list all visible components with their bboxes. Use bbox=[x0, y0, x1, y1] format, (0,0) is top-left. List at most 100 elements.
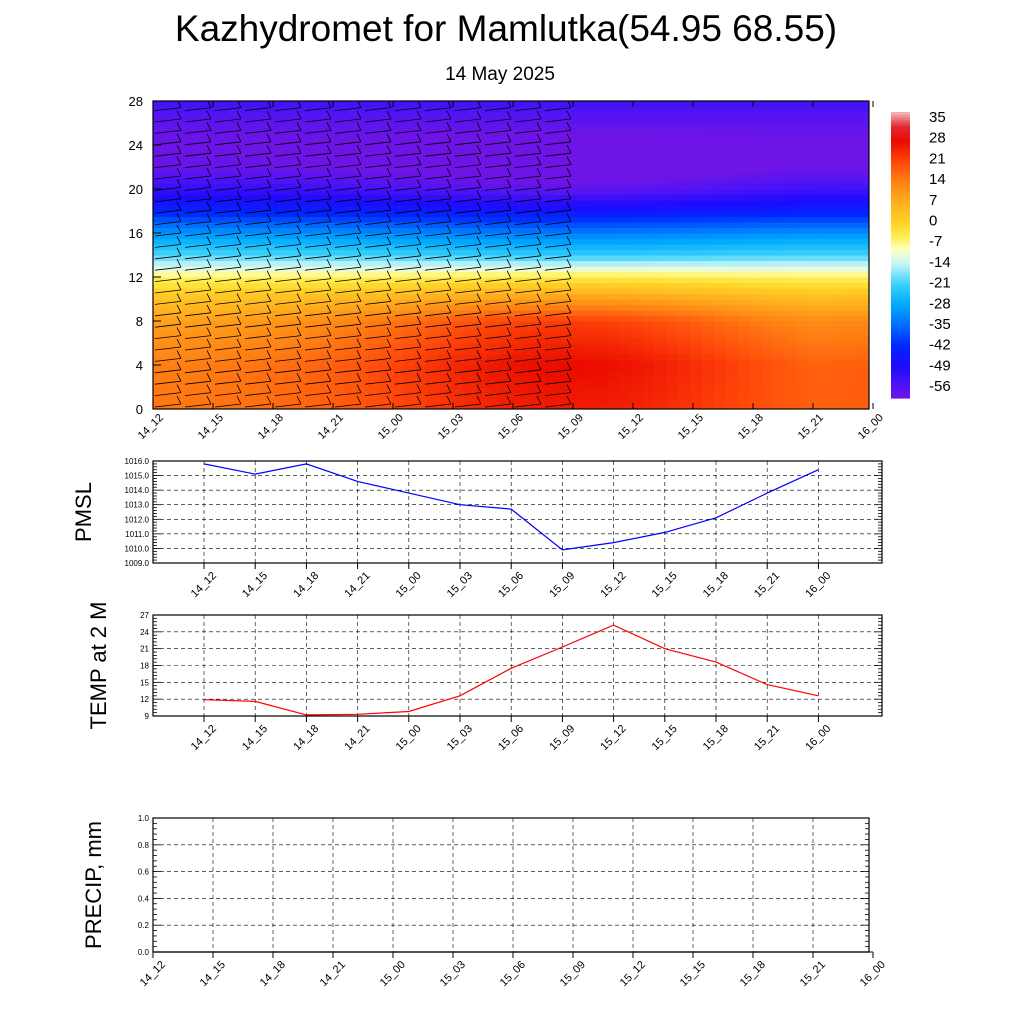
heatmap-cell bbox=[164, 167, 178, 174]
heatmap-cell bbox=[355, 227, 369, 234]
wind-barb bbox=[484, 133, 512, 146]
heatmap-cell bbox=[546, 189, 560, 196]
heatmap-cell bbox=[666, 222, 679, 229]
wind-barb bbox=[544, 145, 572, 157]
heatmap-cell bbox=[546, 123, 560, 130]
heatmap-cell bbox=[487, 134, 500, 141]
wind-barb bbox=[394, 361, 422, 374]
heatmap-cell bbox=[678, 249, 691, 256]
heatmap-cell bbox=[630, 112, 643, 119]
heatmap-cell bbox=[713, 310, 727, 317]
wind-barb bbox=[364, 110, 392, 123]
heatmap-cell bbox=[153, 139, 166, 146]
heatmap-cell bbox=[379, 238, 393, 245]
heatmap-cell bbox=[618, 266, 631, 273]
heatmap-cell bbox=[797, 260, 810, 267]
wind-barb bbox=[364, 167, 392, 180]
heatmap-cell bbox=[773, 398, 787, 405]
heatmap-cell bbox=[845, 183, 858, 190]
heatmap-cell bbox=[224, 255, 238, 262]
wind-barb bbox=[424, 395, 452, 408]
heatmap-cell bbox=[701, 332, 715, 339]
heatmap-cell bbox=[725, 216, 739, 223]
heatmap-cell bbox=[833, 337, 846, 344]
heatmap-cell bbox=[415, 398, 429, 405]
heatmap-cell bbox=[188, 260, 202, 267]
heatmap-cell bbox=[534, 293, 548, 300]
wind-barb bbox=[424, 316, 452, 328]
heatmap-cell bbox=[355, 216, 369, 223]
heatmap-cell bbox=[749, 249, 763, 256]
heatmap-cell bbox=[749, 293, 763, 300]
heatmap-cell bbox=[701, 398, 715, 405]
colorbar-band bbox=[891, 252, 910, 256]
heatmap-cell bbox=[594, 123, 608, 130]
heatmap-cell bbox=[188, 304, 202, 311]
heatmap-cell bbox=[463, 161, 476, 168]
heatmap-cell bbox=[487, 145, 500, 152]
heatmap-cell bbox=[833, 244, 846, 251]
heatmap-cell bbox=[236, 387, 250, 394]
heatmap-cell bbox=[785, 398, 798, 405]
heatmap-cell bbox=[797, 403, 810, 409]
heatmap-cell bbox=[272, 183, 285, 190]
heatmap-cell bbox=[857, 260, 869, 267]
wind-barb bbox=[364, 304, 392, 317]
heatmap-cell bbox=[439, 244, 452, 251]
heatmap-cell bbox=[320, 238, 333, 245]
wind-barb bbox=[154, 395, 182, 408]
heatmap-cell bbox=[284, 123, 297, 130]
heatmap-cell bbox=[463, 249, 476, 256]
heatmap-xtick-label: 16_00 bbox=[856, 412, 886, 442]
heatmap-cell bbox=[164, 365, 178, 372]
heatmap-cell bbox=[296, 238, 309, 245]
heatmap-cell bbox=[809, 106, 822, 113]
heatmap-cell bbox=[164, 403, 178, 409]
heatmap-cell bbox=[224, 376, 238, 383]
heatmap-cell bbox=[379, 359, 393, 366]
heatmap-cell bbox=[654, 321, 667, 328]
heatmap-cell bbox=[594, 161, 608, 168]
heatmap-cell bbox=[678, 387, 691, 394]
heatmap-cell bbox=[678, 106, 691, 113]
wind-barb bbox=[154, 338, 182, 351]
heatmap-cell bbox=[618, 337, 631, 344]
wind-barb bbox=[214, 395, 242, 408]
heatmap-cell bbox=[439, 370, 452, 377]
heatmap-cell bbox=[248, 211, 261, 218]
heatmap-cell bbox=[809, 299, 822, 306]
heatmap-cell bbox=[355, 332, 369, 339]
heatmap-cell bbox=[248, 260, 261, 267]
heatmap-cell bbox=[654, 354, 667, 361]
heatmap-cell bbox=[857, 387, 869, 394]
heatmap-cell bbox=[248, 161, 261, 168]
heatmap-cell bbox=[272, 310, 285, 317]
heatmap-cell bbox=[415, 337, 429, 344]
heatmap-cell bbox=[582, 101, 596, 108]
wind-barb bbox=[454, 281, 482, 294]
heatmap-cell bbox=[654, 299, 667, 306]
ytick-label: 0.8 bbox=[138, 841, 150, 850]
heatmap-cell bbox=[857, 277, 869, 284]
heatmap-cell bbox=[821, 277, 834, 284]
heatmap-cell bbox=[606, 222, 619, 229]
ytick-label: 12 bbox=[140, 695, 149, 704]
heatmap-cell bbox=[606, 106, 619, 113]
heatmap-cell bbox=[701, 376, 715, 383]
heatmap-cell bbox=[153, 365, 166, 372]
heatmap-cell bbox=[164, 304, 178, 311]
heatmap-cell bbox=[355, 348, 369, 355]
heatmap-cell bbox=[606, 216, 619, 223]
heatmap-cell bbox=[821, 392, 834, 399]
heatmap-cell bbox=[379, 293, 393, 300]
heatmap-cell bbox=[773, 365, 787, 372]
wind-barb bbox=[394, 101, 422, 111]
heatmap-cell bbox=[570, 178, 584, 185]
heatmap-cell bbox=[487, 112, 500, 119]
heatmap-cell bbox=[188, 128, 202, 135]
heatmap-cell bbox=[439, 222, 452, 229]
heatmap-cell bbox=[200, 354, 214, 361]
heatmap-cell bbox=[558, 128, 572, 135]
heatmap-cell bbox=[236, 200, 250, 207]
